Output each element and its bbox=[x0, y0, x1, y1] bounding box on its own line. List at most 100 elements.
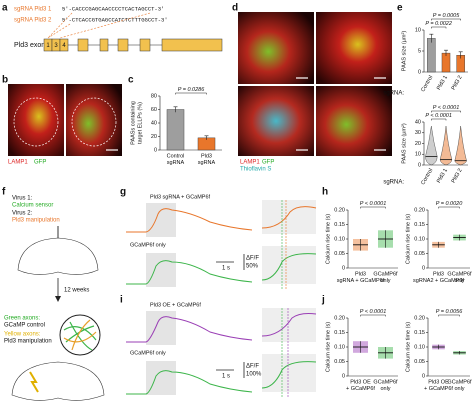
brain-outline bbox=[17, 237, 99, 275]
exon-number: 4 bbox=[62, 43, 66, 49]
exon-number: 1 bbox=[46, 43, 50, 49]
y-tick-label: 0.20 bbox=[334, 315, 345, 321]
exons-label: Pld3 exons bbox=[14, 42, 49, 49]
sgrna-seq: 5′-CACCCGAGCAACCCCTCACTAGCCT-3′ bbox=[62, 5, 164, 12]
error-bar bbox=[458, 51, 463, 59]
x-tick-label: GCaMP6f bbox=[447, 271, 472, 277]
sgrna-label: sgRNA Pld3 1 bbox=[14, 7, 52, 13]
x-tick-label: Pld3 OE bbox=[428, 379, 449, 385]
x-tick-label: only bbox=[380, 278, 390, 284]
y-axis-label: Calcium rise time (s) bbox=[325, 214, 331, 264]
duration: 12 weeks bbox=[64, 288, 89, 294]
y-tick-label: 0.05 bbox=[414, 251, 425, 257]
panel-label: c bbox=[128, 75, 134, 86]
error-bar bbox=[444, 49, 448, 57]
bracket bbox=[360, 314, 386, 317]
outline bbox=[71, 97, 117, 147]
scale-label: ΔF/F bbox=[246, 364, 259, 370]
error-bar bbox=[204, 135, 209, 140]
bracket bbox=[438, 314, 460, 317]
virus-desc: Pld3 manipulation bbox=[12, 218, 60, 224]
stim-window bbox=[146, 361, 176, 395]
axon-desc: Pld3 manipulation bbox=[4, 339, 52, 345]
x-tick-label: Pld3 OE bbox=[350, 379, 371, 385]
y-tick-label: 0.10 bbox=[414, 344, 425, 350]
x-tick-label: Pld3 bbox=[355, 271, 366, 277]
y-tick-label: 0 bbox=[422, 373, 425, 379]
y-tick-label: 20 bbox=[151, 134, 157, 140]
micrograph bbox=[8, 84, 64, 156]
p-value: P < 0.0001 bbox=[360, 309, 387, 315]
y-tick-label: 0.15 bbox=[414, 222, 425, 228]
error-bar bbox=[173, 106, 178, 113]
micrograph bbox=[238, 12, 314, 84]
bar bbox=[166, 109, 185, 151]
zoom-box bbox=[262, 354, 316, 392]
y-tick-label: 30 bbox=[415, 130, 421, 136]
outline bbox=[13, 97, 59, 147]
marker-label: LAMP1 bbox=[240, 160, 260, 166]
y-tick-label: 0.05 bbox=[414, 359, 425, 365]
brain-outline bbox=[11, 361, 105, 401]
x-tick-label: only bbox=[454, 278, 464, 284]
stimulus bbox=[29, 371, 39, 393]
x-tick-label: GCaMP6f bbox=[373, 271, 398, 277]
panel-label: e bbox=[397, 3, 403, 14]
x-tick-label: Pld3 bbox=[433, 271, 444, 277]
y-tick-label: 0 bbox=[418, 162, 421, 168]
group-label: sgRNA: bbox=[383, 180, 404, 186]
trace bbox=[126, 260, 253, 285]
panel-label: d bbox=[232, 3, 238, 14]
y-tick-label: 0.10 bbox=[414, 236, 425, 242]
trace-label: Pld3 OE + GCaMP6f bbox=[150, 302, 201, 308]
trace bbox=[126, 208, 253, 233]
marker-label: GFP bbox=[262, 160, 274, 166]
y-tick-label: 0.20 bbox=[414, 207, 425, 213]
scale-label: 1 s bbox=[222, 266, 230, 272]
stim-window bbox=[146, 203, 176, 237]
virus-label: Virus 1: bbox=[12, 196, 33, 202]
p-value: P = 0.0005 bbox=[433, 13, 460, 19]
x-tick-label: + GCaMP6f bbox=[424, 386, 453, 392]
micrograph bbox=[66, 84, 122, 156]
bar bbox=[427, 38, 436, 73]
p-value: P = 0.0020 bbox=[436, 201, 463, 207]
scale-label: 100% bbox=[246, 372, 262, 378]
x-tick-label: Pld3 1 bbox=[436, 75, 449, 92]
panel-label: a bbox=[2, 3, 8, 14]
x-tick-label: GCaMP6f bbox=[447, 379, 472, 385]
x-tick-label: + GCaMP6f bbox=[346, 386, 375, 392]
x-tick-label: Pld3 1 bbox=[436, 168, 449, 185]
zoom-box bbox=[262, 246, 316, 284]
panel-label: i bbox=[120, 295, 123, 306]
bracket bbox=[431, 26, 447, 29]
trace bbox=[261, 313, 317, 337]
x-tick-label: GCaMP6f bbox=[373, 379, 398, 385]
marker-label: GFP bbox=[34, 160, 46, 166]
stim-window bbox=[146, 311, 176, 345]
violin bbox=[439, 125, 453, 166]
axon-desc: GCaMP control bbox=[4, 323, 45, 329]
trace bbox=[261, 206, 317, 229]
violin bbox=[425, 125, 438, 166]
scale-label: 1 s bbox=[222, 374, 230, 380]
y-tick-label: 0 bbox=[422, 265, 425, 271]
group-label: sgRNA: bbox=[383, 91, 404, 97]
exon-number: 3 bbox=[54, 43, 58, 49]
micrograph bbox=[316, 12, 392, 84]
x-tick-label: only bbox=[380, 386, 390, 392]
error-bar bbox=[429, 33, 434, 43]
virus-label: Virus 2: bbox=[12, 211, 33, 217]
zoom-box bbox=[262, 200, 316, 234]
y-axis-label: Calcium rise time (s) bbox=[405, 322, 411, 372]
trace-label: GCaMP6f only bbox=[130, 242, 166, 248]
y-axis-label: PAAS size (µm²) bbox=[401, 31, 407, 72]
y-tick-label: 0.10 bbox=[334, 236, 345, 242]
zoom-circle bbox=[59, 314, 101, 356]
x-tick-label: Pld3 bbox=[201, 153, 212, 159]
micrograph bbox=[316, 86, 392, 156]
y-axis-label: Calcium rise time (s) bbox=[325, 322, 331, 372]
p-value: P = 0.0286 bbox=[178, 87, 205, 93]
trace bbox=[126, 370, 253, 395]
